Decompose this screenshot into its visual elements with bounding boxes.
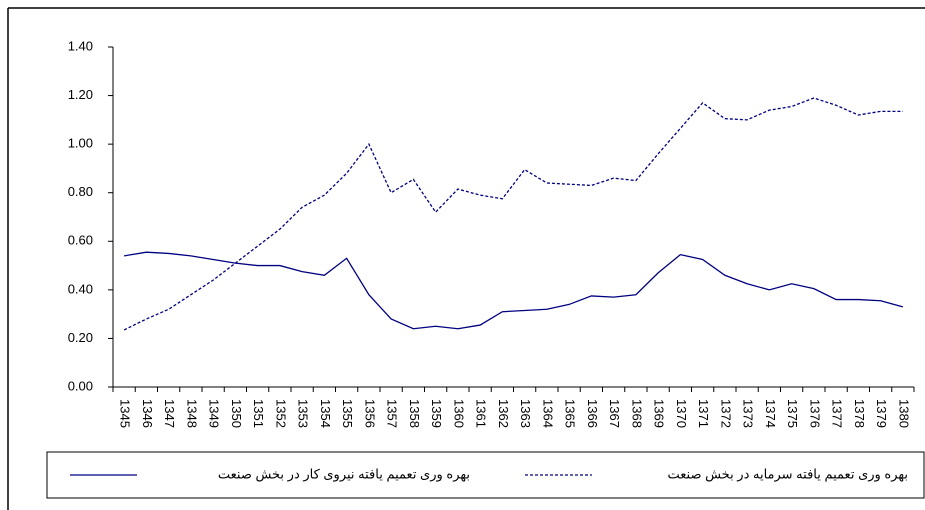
x-tick-label: 1348: [184, 399, 199, 428]
y-tick-label: 0.40: [68, 281, 93, 296]
x-tick-label: 1352: [273, 399, 288, 428]
y-tick-label: 1.20: [68, 87, 93, 102]
x-tick-label: 1358: [407, 399, 422, 428]
x-tick-label: 1359: [429, 399, 444, 428]
legend-label: بهره وری تعمیم یافته سرمایه در بخش صنعت: [668, 466, 909, 482]
x-tick-label: 1371: [696, 399, 711, 428]
x-tick-label: 1347: [162, 399, 177, 428]
x-tick-label: 1355: [340, 399, 355, 428]
y-tick-label: 1.40: [68, 38, 93, 53]
x-tick-label: 1374: [763, 399, 778, 428]
x-tick-label: 1377: [830, 399, 845, 428]
x-tick-label: 1373: [741, 399, 756, 428]
x-tick-label: 1369: [652, 399, 667, 428]
x-tick-label: 1378: [852, 399, 867, 428]
x-tick-label: 1368: [629, 399, 644, 428]
x-tick-label: 1362: [496, 399, 511, 428]
x-tick-label: 1345: [118, 399, 133, 428]
x-tick-label: 1365: [563, 399, 578, 428]
y-tick-label: 0.20: [68, 330, 93, 345]
y-tick-label: 0.60: [68, 233, 93, 248]
y-tick-label: 0.80: [68, 184, 93, 199]
x-tick-label: 1350: [229, 399, 244, 428]
x-tick-label: 1346: [140, 399, 155, 428]
series-line: [123, 97, 903, 331]
x-tick-label: 1351: [251, 399, 266, 428]
x-tick-label: 1353: [296, 399, 311, 428]
y-tick-label: 1.00: [68, 136, 93, 151]
y-tick-label: 0.00: [68, 378, 93, 393]
x-tick-label: 1349: [207, 399, 222, 428]
x-tick-label: 1372: [718, 399, 733, 428]
x-tick-label: 1360: [451, 399, 466, 428]
series-line: [124, 251, 904, 330]
x-tick-label: 1363: [518, 399, 533, 428]
x-tick-label: 1376: [807, 399, 822, 428]
x-tick-label: 1356: [362, 399, 377, 428]
x-tick-label: 1366: [585, 399, 600, 428]
legend-label: بهره وری تعمیم یافته نیروی کار در بخش صن…: [218, 466, 470, 482]
legend-box: [46, 451, 925, 499]
x-tick-label: 1364: [540, 399, 555, 428]
x-tick-label: 1379: [874, 399, 889, 428]
x-tick-label: 1361: [474, 399, 489, 428]
x-tick-label: 1354: [318, 399, 333, 428]
x-tick-label: 1367: [607, 399, 622, 428]
x-tick-label: 1357: [385, 399, 400, 428]
x-tick-label: 1375: [785, 399, 800, 428]
x-tick-label: 1370: [674, 399, 689, 428]
x-tick-label: 1380: [896, 399, 911, 428]
